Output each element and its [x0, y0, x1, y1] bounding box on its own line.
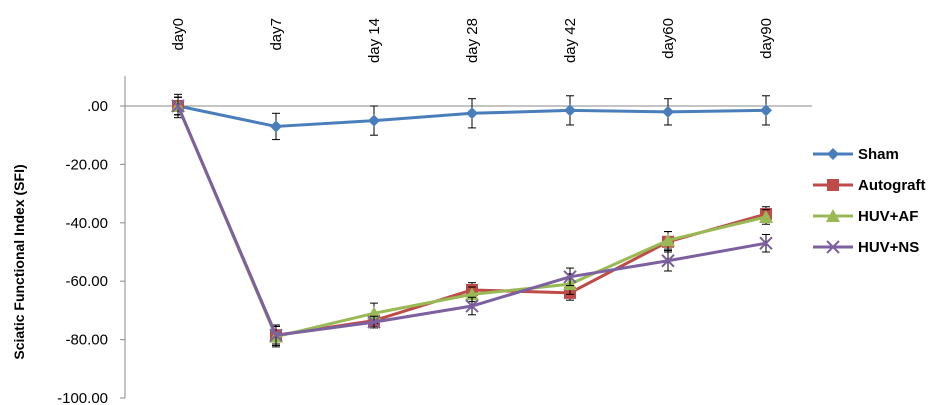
- data-point-diamond: [662, 105, 674, 118]
- series-sham: [172, 93, 772, 141]
- chart-axes: [120, 76, 812, 399]
- data-point-diamond: [760, 104, 772, 117]
- y-tick-label: -40.00: [65, 215, 108, 232]
- y-tick-label: -60.00: [65, 273, 108, 290]
- legend-label: HUV+NS: [858, 239, 919, 256]
- legend-label: Sham: [858, 146, 899, 163]
- y-tick-label: .00: [87, 98, 108, 115]
- legend-item: Autograft: [813, 177, 926, 194]
- category-label: day 42: [562, 18, 579, 63]
- series-group: [171, 93, 773, 348]
- data-point-x: [826, 240, 840, 254]
- legend: Sham Autograft HUV+AF HUV+NS: [813, 146, 926, 256]
- data-point-x: [759, 236, 773, 250]
- category-label: day0: [170, 18, 187, 51]
- category-labels: day0 day7 day 14 day 28 day 42 day60 day90: [170, 18, 775, 63]
- data-point-triangle: [826, 209, 840, 222]
- category-label: day 14: [366, 18, 383, 63]
- data-point-x: [269, 328, 283, 342]
- legend-label: Autograft: [858, 177, 926, 194]
- legend-item: HUV+AF: [813, 208, 918, 225]
- y-axis-title-group: Sciatic Functional Index (SFI): [11, 164, 27, 359]
- category-label: day7: [268, 18, 285, 51]
- data-point-diamond: [368, 114, 380, 127]
- data-point-x: [563, 270, 577, 284]
- data-point-triangle: [759, 209, 773, 223]
- data-point-diamond: [827, 148, 839, 160]
- y-tick-label: -20.00: [65, 156, 108, 173]
- data-point-x: [661, 254, 675, 268]
- category-label: day60: [660, 18, 677, 59]
- data-point-diamond: [466, 107, 478, 120]
- data-point-diamond: [564, 104, 576, 117]
- data-point-x: [171, 99, 185, 113]
- y-tick-labels: .00 -20.00 -40.00 -60.00 -80.00 -100.00: [57, 98, 108, 405]
- series-huv-ns: [171, 96, 773, 345]
- y-tick-label: -80.00: [65, 332, 108, 349]
- legend-label: HUV+AF: [858, 208, 918, 225]
- category-label: day90: [758, 18, 775, 59]
- y-axis-title: Sciatic Functional Index (SFI): [11, 164, 27, 359]
- data-point-triangle: [661, 233, 675, 247]
- y-tick-label: -100.00: [57, 390, 108, 405]
- data-point-square: [827, 179, 839, 191]
- legend-item: HUV+NS: [813, 239, 919, 256]
- data-point-x: [465, 299, 479, 313]
- data-point-x: [367, 315, 381, 329]
- data-point-diamond: [270, 120, 282, 133]
- category-label: day 28: [464, 18, 481, 63]
- legend-item: Sham: [813, 146, 899, 163]
